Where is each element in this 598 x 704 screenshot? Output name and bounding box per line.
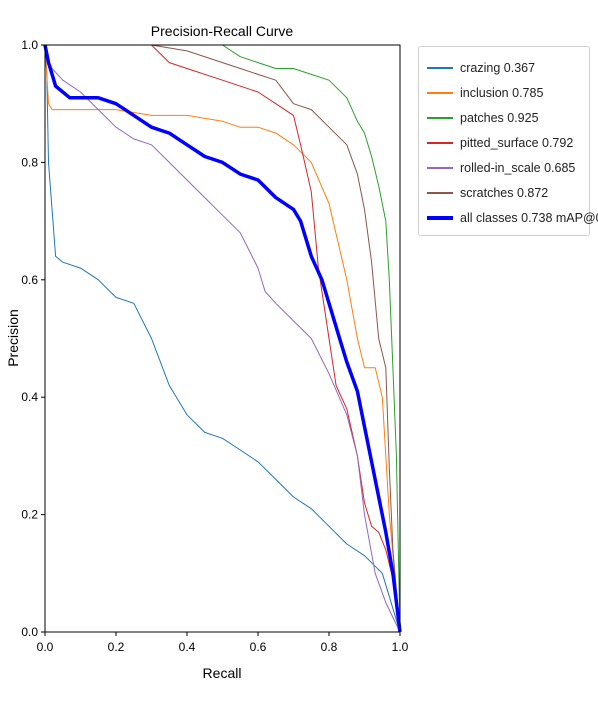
y-tick-label: 0.2 [21,508,38,522]
legend-label-pitted-surface: pitted_surface 0.792 [460,136,574,150]
legend-item-rolled-in-scale: rolled-in_scale 0.685 [427,159,575,177]
plot-frame [44,44,401,633]
legend-label-crazing: crazing 0.367 [460,61,536,75]
series-line-crazing [44,44,401,633]
x-tick-label: 0.8 [321,640,338,654]
series-line-all-classes [43,44,402,633]
legend-swatch-crazing [427,67,453,69]
legend-swatch-patches [427,117,453,119]
x-axis-label: Recall [203,665,242,681]
y-tick-label: 0.8 [21,155,38,169]
legend-label-patches: patches 0.925 [460,111,539,125]
y-tick-label: 1.0 [21,38,38,52]
y-axis-label: Precision [5,309,21,367]
series-line-inclusion [44,44,401,633]
legend-label-rolled-in-scale: rolled-in_scale 0.685 [460,161,576,175]
legend-item-crazing: crazing 0.367 [427,59,535,77]
series-line-scratches [45,44,401,633]
y-ticks: 0.0 0.2 0.4 0.6 0.8 1.0 [21,38,45,639]
legend-item-patches: patches 0.925 [427,109,539,127]
series-line-patches [45,44,401,633]
legend-swatch-rolled-in-scale [427,167,453,169]
series-line-rolled-in-scale [44,44,401,633]
x-tick-label: 1.0 [392,640,409,654]
legend-label-all-classes: all classes 0.738 mAP@0.5 [460,211,598,225]
legend-item-all-classes: all classes 0.738 mAP@0.5 [427,209,598,227]
legend-item-scratches: scratches 0.872 [427,184,548,202]
x-tick-label: 0.0 [37,640,54,654]
legend-item-pitted-surface: pitted_surface 0.792 [427,134,573,152]
x-tick-label: 0.6 [250,640,267,654]
series-layer [43,44,402,633]
legend-swatch-scratches [427,192,453,194]
y-tick-label: 0.6 [21,273,38,287]
x-ticks: 0.0 0.2 0.4 0.6 0.8 1.0 [37,632,409,654]
y-tick-label: 0.4 [21,390,38,404]
legend-label-scratches: scratches 0.872 [460,186,549,200]
legend-item-inclusion: inclusion 0.785 [427,84,543,102]
legend-swatch-inclusion [427,92,453,94]
legend-swatch-all-classes [427,216,453,220]
x-tick-label: 0.4 [179,640,196,654]
legend: crazing 0.367 inclusion 0.785 patches 0.… [418,46,598,236]
x-tick-label: 0.2 [108,640,125,654]
chart-title: Precision-Recall Curve [151,23,294,39]
legend-label-inclusion: inclusion 0.785 [460,86,544,100]
y-tick-label: 0.0 [21,625,38,639]
legend-swatch-pitted-surface [427,142,453,144]
